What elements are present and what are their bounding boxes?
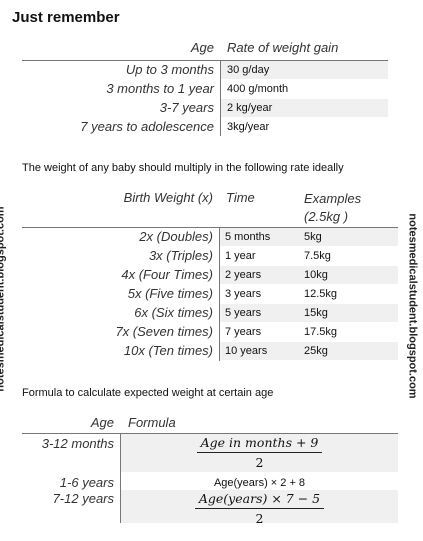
fraction-box: Age(years) × 7 − 5 2 bbox=[194, 491, 325, 526]
column-rule bbox=[120, 433, 121, 523]
title: Just remember bbox=[12, 9, 120, 26]
example-cell: 7.5kg bbox=[304, 250, 331, 262]
column-rule bbox=[220, 60, 221, 136]
multiple-cell: 3x (Triples) bbox=[148, 248, 213, 263]
numerator: Age(years) × 7 − 5 bbox=[194, 491, 325, 509]
header: Age bbox=[190, 40, 214, 55]
age-cell: 3 months to 1 year bbox=[106, 81, 214, 96]
time-cell: 5 months bbox=[225, 231, 271, 243]
time-cell: 1 year bbox=[225, 250, 256, 262]
age-cell: 3-12 months bbox=[41, 436, 114, 451]
example-cell: 25kg bbox=[304, 345, 328, 357]
row-shade bbox=[220, 266, 398, 284]
age-cell: Up to 3 months bbox=[125, 62, 214, 77]
time-cell: 2 years bbox=[225, 269, 262, 281]
header-rule bbox=[22, 227, 398, 228]
row-shade bbox=[220, 228, 398, 246]
row-shade bbox=[221, 61, 388, 79]
rate-cell: 3kg/year bbox=[227, 121, 270, 133]
header-rule bbox=[22, 433, 398, 434]
example-cell: 15kg bbox=[304, 307, 328, 319]
age-cell: 7-12 years bbox=[52, 491, 114, 506]
header-rule bbox=[22, 60, 388, 61]
row-shade bbox=[221, 99, 388, 117]
header: Formula bbox=[128, 415, 176, 430]
age-cell: 3-7 years bbox=[159, 100, 214, 115]
row-shade bbox=[220, 304, 398, 322]
time-cell: 10 years bbox=[225, 345, 268, 357]
note: The weight of any baby should multiply i… bbox=[22, 162, 344, 174]
time-cell: 5 years bbox=[225, 307, 262, 319]
row-shade bbox=[121, 490, 398, 523]
fraction-box: Age in months + 9 2 bbox=[196, 435, 323, 470]
rate-cell: 400 g/month bbox=[227, 83, 289, 95]
column-rule bbox=[219, 227, 220, 361]
multiple-cell: 4x (Four Times) bbox=[121, 267, 213, 282]
row-shade bbox=[121, 434, 398, 472]
age-cell: 1-6 years bbox=[59, 475, 114, 490]
multiple-cell: 6x (Six times) bbox=[134, 305, 213, 320]
numerator: Age in months + 9 bbox=[196, 435, 323, 453]
fraction: Age(years) × 7 − 5 2 bbox=[121, 491, 398, 526]
watermark: notesmedicalstudent.blogspot.com bbox=[406, 213, 419, 399]
rate-cell: 30 g/day bbox=[227, 64, 270, 76]
rate-cell: 2 kg/year bbox=[227, 102, 273, 114]
watermark: notesmedicalstudent.blogspot.com bbox=[0, 206, 7, 392]
example-cell: 10kg bbox=[304, 269, 328, 281]
age-cell: 7 years to adolescence bbox=[80, 119, 214, 134]
header: Time bbox=[226, 190, 255, 205]
multiple-cell: 10x (Ten times) bbox=[123, 343, 213, 358]
time-cell: 3 years bbox=[225, 288, 262, 300]
multiple-cell: 7x (Seven times) bbox=[115, 324, 213, 339]
note: Formula to calculate expected weight at … bbox=[22, 387, 274, 399]
header: Examples (2.5kg ) bbox=[304, 191, 362, 224]
header: Birth Weight (x) bbox=[123, 190, 213, 205]
example-cell: 17.5kg bbox=[304, 326, 338, 338]
multiple-cell: 5x (Five times) bbox=[127, 286, 213, 301]
example-cell: 12.5kg bbox=[304, 288, 338, 300]
row-shade bbox=[220, 342, 398, 360]
formula: Age(years) × 2 + 8 bbox=[213, 477, 306, 489]
denominator: 2 bbox=[255, 455, 264, 470]
denominator: 2 bbox=[255, 511, 264, 526]
header: Age bbox=[90, 415, 114, 430]
multiple-cell: 2x (Doubles) bbox=[139, 229, 213, 244]
time-cell: 7 years bbox=[225, 326, 262, 338]
fraction: Age in months + 9 2 bbox=[121, 435, 398, 470]
header: Rate of weight gain bbox=[227, 40, 339, 55]
example-cell: 5kg bbox=[304, 231, 322, 243]
